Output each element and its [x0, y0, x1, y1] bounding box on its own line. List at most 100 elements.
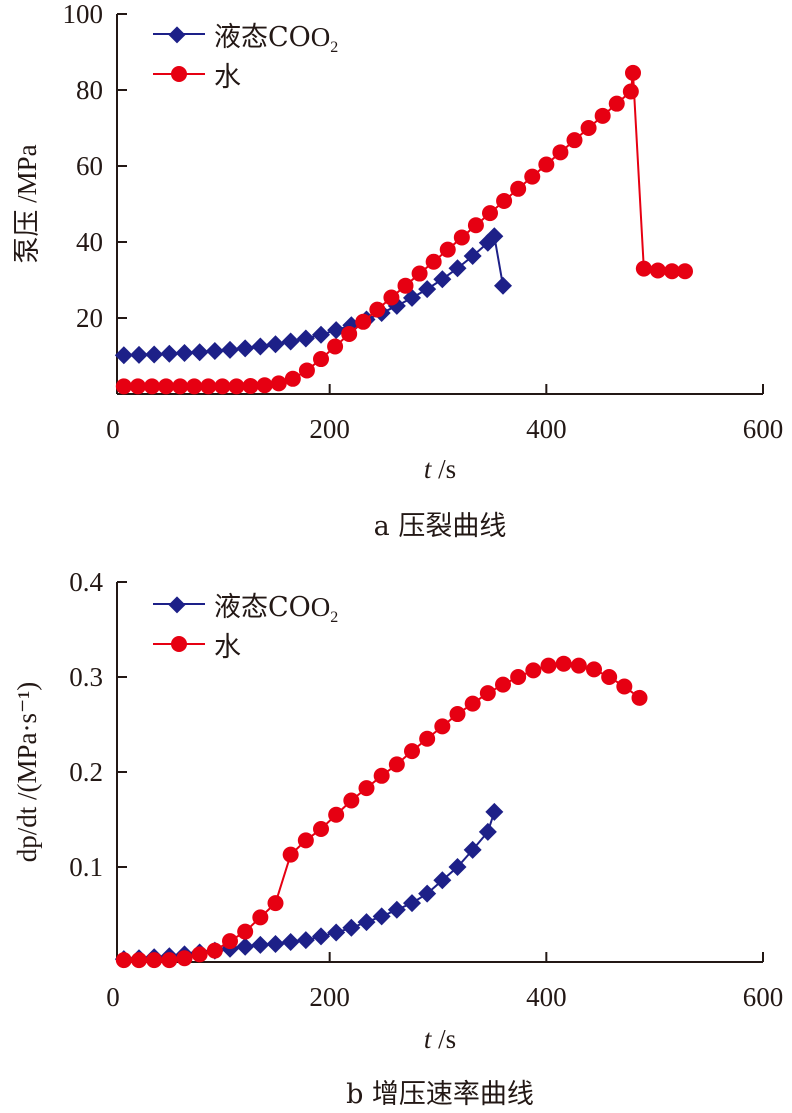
- co2-data-point: [448, 259, 467, 278]
- co2-data-point: [463, 840, 482, 859]
- water-data-point: [525, 662, 542, 679]
- co2-data-point: [114, 346, 133, 365]
- water-data-point: [206, 942, 223, 959]
- co2-data-point: [266, 934, 285, 953]
- legend-co2-label: 液态COO2: [214, 592, 338, 626]
- water-data-point: [397, 277, 414, 294]
- water-data-point: [510, 669, 527, 685]
- water-data-point: [237, 923, 254, 940]
- water-data-point: [172, 378, 189, 395]
- water-data-point: [131, 952, 147, 969]
- co2-data-point: [418, 884, 437, 903]
- water-data-point: [222, 933, 238, 950]
- chart-b-caption: b 增压速率曲线: [346, 1079, 534, 1110]
- water-data-point: [369, 301, 386, 318]
- co2-data-point: [433, 270, 452, 289]
- water-data-point: [538, 156, 555, 173]
- water-data-point: [358, 780, 375, 797]
- co2-data-point: [403, 894, 421, 913]
- water-data-point: [411, 265, 428, 282]
- water-data-point: [355, 313, 372, 330]
- water-data-point: [115, 378, 132, 395]
- water-data-point: [631, 689, 648, 706]
- co2-data-point: [296, 329, 315, 348]
- co2-data-point: [485, 227, 504, 246]
- water-data-point: [186, 378, 203, 395]
- x-tick-label: 600: [743, 414, 784, 444]
- water-data-point: [496, 192, 513, 209]
- chart-b-y-label: dp/dt /(MPa·s⁻¹): [12, 682, 42, 863]
- water-data-point: [327, 338, 344, 355]
- co2-data-point: [433, 871, 452, 890]
- water-data-point: [270, 375, 287, 392]
- chart-a-pressure-curve: 0 200 400 600 20 40 60 80 100 液态COO2 水 t /s 泵压 /…: [12, 0, 783, 542]
- water-data-point: [566, 132, 583, 149]
- water-data-point: [158, 378, 175, 395]
- water-data-point: [328, 806, 345, 823]
- water-data-point: [419, 730, 436, 747]
- legend-water-circle-icon: [171, 66, 187, 82]
- water-data-point: [129, 378, 146, 395]
- water-data-point: [467, 217, 484, 234]
- x-tick-label: 400: [526, 982, 567, 1012]
- water-data-point: [622, 83, 639, 100]
- x-tick-label: 200: [309, 414, 350, 444]
- co2-data-point: [266, 335, 285, 354]
- legend-co2-diamond-icon: [168, 26, 186, 44]
- co2-data-point: [251, 935, 270, 954]
- water-data-point: [524, 168, 541, 185]
- water-data-point: [373, 767, 390, 784]
- water-data-point: [298, 362, 315, 379]
- water-data-point: [252, 909, 269, 926]
- co2-data-point: [145, 345, 164, 364]
- water-data-point: [449, 706, 466, 723]
- water-data-point: [664, 263, 680, 280]
- co2-data-point: [463, 247, 482, 266]
- legend-water-label: 水: [214, 632, 241, 663]
- y-tick-label: 20: [76, 303, 103, 333]
- water-data-point: [580, 120, 597, 136]
- water-data-point: [200, 378, 217, 395]
- water-data-point: [601, 669, 618, 685]
- co2-data-point: [312, 325, 330, 344]
- water-data-point: [635, 260, 652, 277]
- water-data-point: [425, 253, 442, 270]
- water-data-point: [495, 676, 511, 693]
- chart-b-legend: 液态COO2 水: [153, 592, 338, 663]
- co2-data-point: [494, 276, 512, 295]
- co2-data-point: [130, 345, 148, 364]
- water-data-point: [144, 378, 160, 395]
- co2-data-point: [175, 343, 194, 362]
- water-data-point: [594, 107, 611, 124]
- water-data-point: [649, 262, 666, 279]
- water-data-point: [388, 756, 405, 773]
- water-data-point: [146, 952, 163, 969]
- co2-data-point: [485, 802, 504, 821]
- water-data-point: [570, 657, 587, 674]
- y-tick-label: 60: [76, 151, 103, 181]
- co2-data-point: [418, 280, 437, 299]
- co2-data-point: [160, 344, 179, 363]
- water-data-point: [297, 832, 314, 849]
- water-data-point: [616, 678, 633, 695]
- co2-data-point: [236, 339, 255, 358]
- co2-data-point: [221, 340, 239, 359]
- water-data-point: [453, 229, 470, 246]
- co2-data-point: [190, 343, 209, 362]
- water-data-point: [267, 895, 284, 912]
- y-tick-label: 0.1: [69, 852, 103, 882]
- x-tick-label: 600: [743, 982, 784, 1012]
- water-data-point: [383, 289, 400, 306]
- water-data-point: [284, 370, 301, 387]
- y-tick-label: 0.2: [69, 757, 103, 787]
- y-tick-label: 100: [63, 0, 104, 29]
- legend-water-circle-icon: [171, 636, 187, 652]
- water-data-point: [479, 685, 496, 702]
- water-data-point: [191, 946, 208, 963]
- x-tick-label: 400: [526, 414, 567, 444]
- water-data-point: [677, 263, 693, 280]
- water-data-point: [434, 718, 451, 735]
- co2-data-point: [372, 907, 391, 926]
- y-tick-label: 0.3: [69, 662, 103, 692]
- water-data-point: [176, 950, 193, 967]
